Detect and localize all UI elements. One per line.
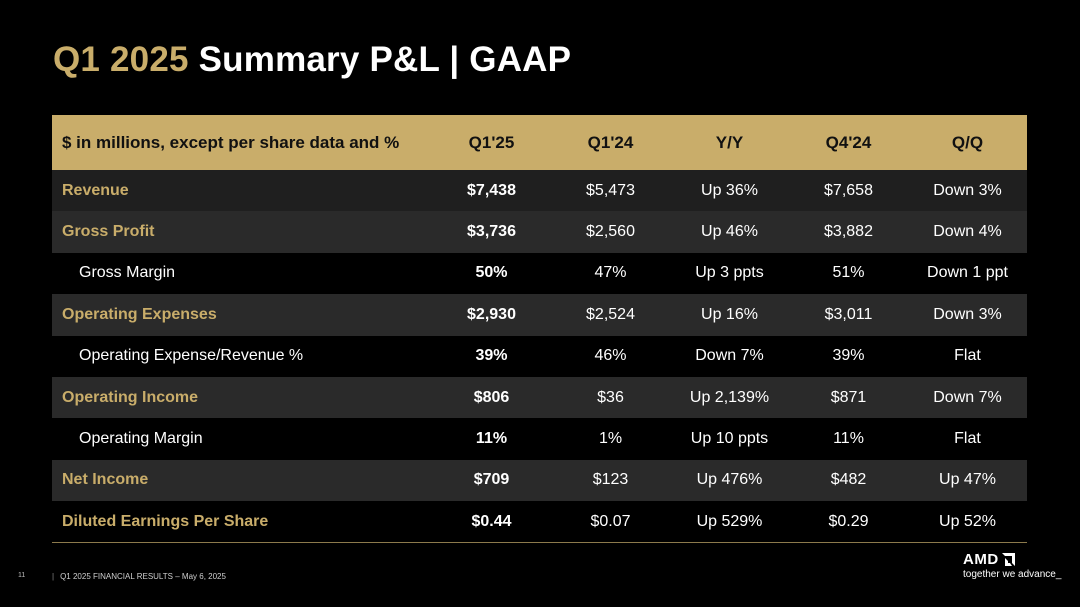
row-label: Operating Expenses (62, 305, 217, 323)
cell-q1-25: 50% (475, 264, 508, 282)
cell-yoy: Up 16% (701, 305, 758, 323)
row-label: Revenue (62, 181, 129, 199)
cell-q4-24: $3,882 (824, 223, 873, 241)
cell-qoq: Flat (954, 347, 981, 365)
cell-q1-25: 39% (475, 347, 508, 365)
page-title: Q1 2025 Summary P&L | GAAP (53, 40, 571, 80)
cell-yoy: Up 36% (701, 181, 758, 199)
cell-yoy: Up 476% (696, 471, 763, 489)
cell-q1-24: $2,560 (586, 223, 635, 241)
table-row: Gross Profit $3,736 $2,560 Up 46% $3,882… (52, 211, 1027, 253)
logo-wordmark: AMD (963, 551, 1063, 568)
cell-qoq: Down 4% (933, 223, 1002, 241)
header-label-q4-24: Q4'24 (825, 132, 872, 152)
cell-q4-24: 39% (832, 347, 865, 365)
header-label-q1-24: Q1'24 (587, 132, 634, 152)
table-bottom-rule (52, 542, 1027, 543)
table-row: Revenue $7,438 $5,473 Up 36% $7,658 Down… (52, 170, 1027, 212)
cell-q1-24: 47% (594, 264, 627, 282)
footer: | Q1 2025 FINANCIAL RESULTS – May 6, 2025 (52, 572, 226, 581)
cell-q4-24: $871 (830, 388, 867, 406)
cell-q1-24: $0.07 (590, 512, 631, 530)
cell-yoy: Up 10 ppts (690, 430, 769, 448)
header-label-description: $ in millions, except per share data and… (62, 132, 400, 152)
row-label: Operating Income (62, 388, 199, 406)
cell-q1-25: $2,930 (467, 305, 516, 323)
cell-qoq: Flat (954, 430, 981, 448)
table-row: Operating Expense/Revenue % 39% 46% Down… (52, 335, 1027, 377)
cell-q1-25: 11% (475, 430, 508, 448)
table-row: Net Income $709 $123 Up 476% $482 Up 47% (52, 459, 1027, 502)
amd-logo: AMD together we advance_ (963, 551, 1063, 580)
header-label-q1-25: Q1'25 (468, 132, 515, 152)
header-label-qoq: Q/Q (951, 132, 984, 152)
row-label: Operating Expense/Revenue % (79, 347, 304, 365)
cell-q4-24: $482 (830, 471, 867, 489)
table-header-row: $ in millions, except per share data and… (52, 115, 1027, 170)
page-number: 11 (18, 572, 26, 579)
cell-qoq: Down 1 ppt (927, 264, 1008, 282)
cell-q1-24: $123 (592, 471, 629, 489)
cell-yoy: Up 3 ppts (695, 264, 764, 282)
cell-q1-24: $36 (597, 388, 624, 406)
row-label: Gross Profit (62, 223, 155, 241)
row-label: Operating Margin (79, 430, 203, 448)
cell-yoy: Up 529% (696, 512, 763, 530)
footer-text: Q1 2025 FINANCIAL RESULTS – May 6, 2025 (60, 572, 226, 581)
cell-q1-24: 1% (598, 430, 623, 448)
table-row: Operating Margin 11% 1% Up 10 ppts 11% F… (52, 418, 1027, 460)
header-label-yoy: Y/Y (715, 132, 744, 152)
cell-yoy: Down 7% (695, 347, 764, 365)
table-row: Operating Expenses $2,930 $2,524 Up 16% … (52, 294, 1027, 336)
cell-q1-24: 46% (594, 347, 627, 365)
cell-qoq: Down 7% (933, 388, 1002, 406)
table-body: Revenue $7,438 $5,473 Up 36% $7,658 Down… (52, 170, 1027, 543)
cell-qoq: Down 3% (933, 181, 1002, 199)
cell-qoq: Up 52% (939, 512, 996, 530)
amd-arrow-icon (1001, 553, 1015, 566)
table-row: Operating Income $806 $36 Up 2,139% $871… (52, 376, 1027, 419)
table-row: Diluted Earnings Per Share $0.44 $0.07 U… (52, 501, 1027, 543)
cell-q4-24: $7,658 (824, 181, 873, 199)
row-label: Diluted Earnings Per Share (62, 512, 269, 530)
table-row: Gross Margin 50% 47% Up 3 ppts 51% Down … (52, 252, 1027, 295)
row-label: Net Income (62, 471, 149, 489)
cell-q4-24: $3,011 (824, 305, 873, 323)
cell-yoy: Up 46% (701, 223, 758, 241)
cell-q1-25: $7,438 (467, 181, 516, 199)
logo-wordmark-text: AMD (963, 551, 999, 568)
cell-q4-24: 11% (833, 430, 864, 448)
page-title-accent: Q1 2025 (53, 40, 189, 79)
cell-qoq: Up 47% (939, 471, 996, 489)
cell-q4-24: $0.29 (828, 512, 869, 530)
cell-q1-25: $806 (473, 388, 510, 406)
cell-q1-24: $5,473 (586, 181, 635, 199)
logo-tagline: together we advance_ (963, 569, 1062, 580)
page-title-rest: Summary P&L | GAAP (198, 40, 572, 79)
footer-separator: | (52, 572, 55, 581)
cell-q4-24: 51% (832, 264, 865, 282)
pnl-table: $ in millions, except per share data and… (52, 115, 1027, 543)
row-label: Gross Margin (79, 264, 176, 282)
cell-q1-25: $0.44 (471, 512, 512, 530)
cell-qoq: Down 3% (933, 305, 1002, 323)
cell-q1-24: $2,524 (586, 305, 635, 323)
cell-q1-25: $3,736 (467, 223, 516, 241)
cell-q1-25: $709 (473, 471, 510, 489)
cell-yoy: Up 2,139% (689, 388, 770, 406)
